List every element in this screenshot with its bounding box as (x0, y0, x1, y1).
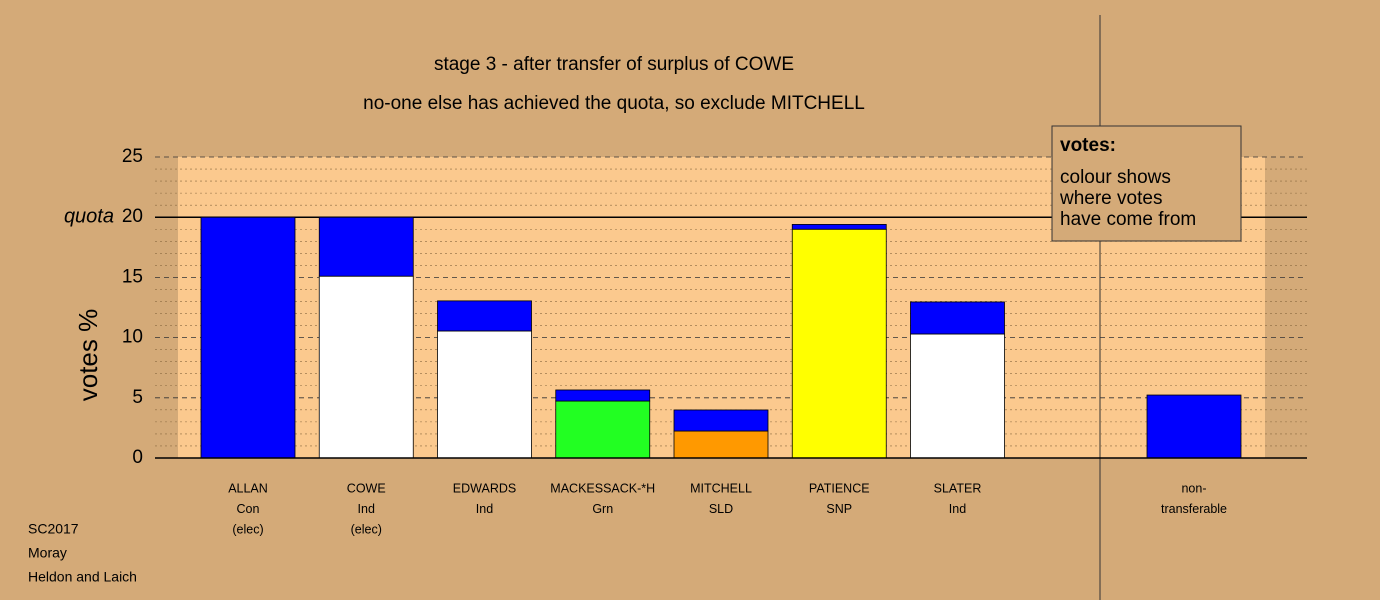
bar-segment (1146, 394, 1242, 459)
bar-segment (791, 228, 887, 459)
bar-segment (318, 275, 414, 459)
y-tick-label: 10 (122, 327, 143, 348)
bar-segment (318, 216, 414, 277)
y-tick-label: 25 (122, 146, 143, 167)
x-tick-label: transferable (1161, 502, 1227, 516)
legend-line: have come from (1060, 209, 1196, 230)
y-tick-label: 15 (122, 266, 143, 287)
x-tick-label: Grn (592, 502, 613, 516)
chart-subtitle: no-one else has achieved the quota, so e… (363, 93, 865, 114)
legend-box (1051, 125, 1242, 242)
bar-segment (673, 430, 769, 459)
y-tick-label: 20 (122, 206, 143, 227)
x-tick-label: Ind (949, 502, 966, 516)
x-tick-label: MACKESSACK-*H (550, 481, 655, 495)
bar-segment (437, 300, 532, 332)
x-tick-label: SNP (826, 502, 852, 516)
x-tick-label: Ind (476, 502, 493, 516)
footer-line: Moray (28, 545, 67, 561)
x-tick-label: Ind (358, 502, 375, 516)
legend-line: colour shows (1060, 167, 1171, 188)
bar-segment (437, 330, 532, 459)
bar-segment (791, 224, 887, 230)
x-tick-label: SLATER (934, 481, 982, 495)
legend-title: votes: (1060, 135, 1116, 156)
x-tick-label: COWE (347, 481, 386, 495)
x-tick-label: SLD (709, 502, 733, 516)
x-tick-label: ALLAN (228, 481, 268, 495)
x-tick-label: (elec) (351, 522, 382, 536)
x-tick-label: PATIENCE (809, 481, 870, 495)
x-tick-label: EDWARDS (453, 481, 516, 495)
chart-title: stage 3 - after transfer of surplus of C… (434, 54, 794, 75)
footer-line: Heldon and Laich (28, 569, 137, 585)
y-tick-label: 0 (132, 447, 143, 468)
footer-line: SC2017 (28, 521, 79, 537)
x-tick-label: non- (1181, 481, 1206, 495)
bar-segment (200, 216, 296, 459)
bar-segment (910, 333, 1005, 459)
bar-segment (555, 400, 651, 459)
y-tick-label: 5 (132, 387, 143, 408)
quota-label: quota (64, 205, 114, 227)
legend-line: where votes (1059, 188, 1162, 209)
bar-segment (673, 409, 769, 432)
x-tick-label: Con (237, 502, 260, 516)
x-tick-label: MITCHELL (690, 481, 752, 495)
bar-segment (910, 301, 1005, 335)
y-axis-label: votes % (73, 309, 103, 402)
x-tick-label: (elec) (232, 522, 263, 536)
bar-segment (555, 389, 651, 402)
